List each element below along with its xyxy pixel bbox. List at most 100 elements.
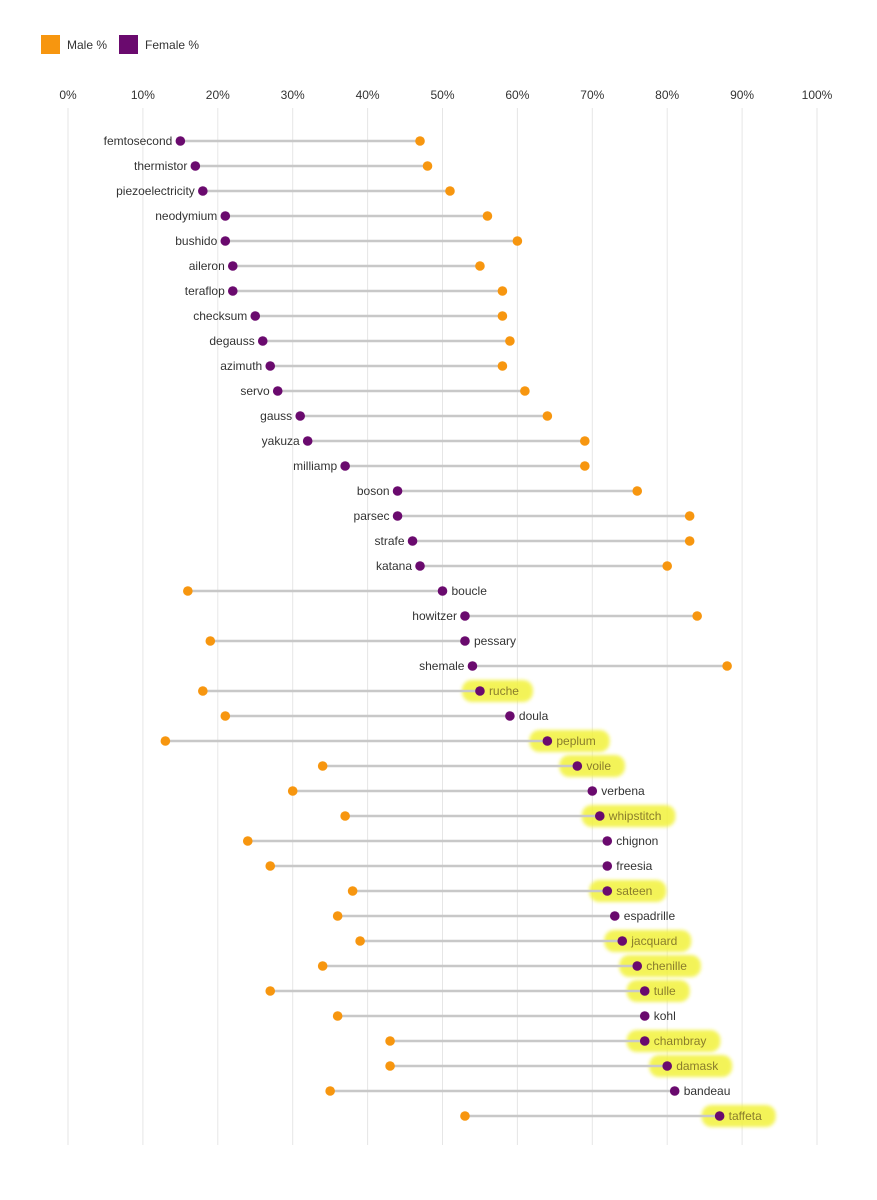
male-point[interactable] [580,436,590,446]
female-point[interactable] [295,411,305,421]
row-label: bushido [175,234,217,248]
male-point[interactable] [415,136,425,146]
female-point[interactable] [587,786,598,796]
male-point[interactable] [220,711,231,721]
row-label: taffeta [729,1109,762,1123]
data-row: bandeau [325,1084,730,1098]
male-point[interactable] [497,311,508,321]
legend-swatch-female [119,35,139,54]
female-point[interactable] [602,861,613,871]
female-point[interactable] [602,886,613,896]
male-point[interactable] [340,811,350,821]
male-point[interactable] [684,536,695,546]
data-row: parsec [354,509,695,523]
female-point[interactable] [467,661,478,671]
female-point[interactable] [639,1036,650,1046]
male-point[interactable] [482,211,493,221]
male-point[interactable] [497,286,508,296]
female-point[interactable] [415,561,425,571]
male-point[interactable] [512,236,523,246]
row-label: freesia [616,859,652,873]
female-point[interactable] [632,961,643,971]
male-point[interactable] [317,961,328,971]
male-point[interactable] [475,261,485,271]
male-point[interactable] [422,161,433,171]
female-point[interactable] [340,461,350,471]
female-point[interactable] [639,1011,650,1021]
male-point[interactable] [580,461,590,471]
female-point[interactable] [198,186,208,196]
male-point[interactable] [265,986,276,996]
data-row: verbena [287,784,645,798]
female-point[interactable] [572,761,583,771]
male-point[interactable] [520,386,530,396]
female-point[interactable] [475,686,485,696]
female-point[interactable] [437,586,448,596]
row-label: katana [376,559,412,573]
male-point[interactable] [662,561,672,571]
highlight-marker [461,680,533,702]
female-point[interactable] [639,986,650,996]
male-point[interactable] [385,1036,395,1046]
male-point[interactable] [505,336,515,346]
male-point[interactable] [460,1111,470,1121]
female-point[interactable] [227,261,238,271]
male-point[interactable] [355,936,365,946]
male-point[interactable] [542,411,553,421]
female-point[interactable] [594,811,605,821]
male-point[interactable] [265,861,276,871]
male-point[interactable] [385,1061,395,1071]
male-point[interactable] [205,636,216,646]
female-point[interactable] [265,361,276,371]
female-point[interactable] [250,311,261,321]
male-point[interactable] [332,1011,343,1021]
male-point[interactable] [198,686,208,696]
male-point[interactable] [160,736,171,746]
female-point[interactable] [392,511,403,521]
highlight-marker [529,730,610,752]
male-point[interactable] [332,911,343,921]
female-point[interactable] [220,211,231,221]
male-point[interactable] [445,186,455,196]
female-point[interactable] [257,336,268,346]
female-point[interactable] [220,236,231,246]
male-point[interactable] [287,786,298,796]
female-point[interactable] [714,1111,725,1121]
female-point[interactable] [302,436,313,446]
row-label: parsec [354,509,390,523]
female-point[interactable] [190,161,201,171]
female-point[interactable] [407,536,418,546]
data-rows: femtosecond thermistor piezoelectricity neo… [104,134,762,1123]
female-point[interactable] [272,386,283,396]
male-point[interactable] [242,836,253,846]
female-point[interactable] [609,911,620,921]
data-row: pessary [205,634,516,648]
female-point[interactable] [662,1061,672,1071]
male-point[interactable] [347,886,358,896]
female-point[interactable] [602,836,613,846]
data-row: piezoelectricity [116,184,455,198]
male-point[interactable] [317,761,328,771]
legend-item-male[interactable]: Male % [41,35,107,54]
female-point[interactable] [392,486,403,496]
male-point[interactable] [325,1086,335,1096]
highlight-marker [626,980,690,1002]
male-point[interactable] [722,661,732,671]
male-point[interactable] [632,486,643,496]
female-point[interactable] [460,636,470,646]
data-row: checksum [193,309,508,323]
male-point[interactable] [497,361,508,371]
data-row: strafe [375,534,695,548]
legend-item-female[interactable]: Female % [119,35,199,54]
female-point[interactable] [542,736,553,746]
row-label: aileron [189,259,225,273]
female-point[interactable] [175,136,186,146]
female-point[interactable] [617,936,628,946]
female-point[interactable] [505,711,515,721]
female-point[interactable] [227,286,238,296]
male-point[interactable] [183,586,193,596]
male-point[interactable] [692,611,702,621]
male-point[interactable] [684,511,695,521]
female-point[interactable] [669,1086,680,1096]
female-point[interactable] [460,611,470,621]
